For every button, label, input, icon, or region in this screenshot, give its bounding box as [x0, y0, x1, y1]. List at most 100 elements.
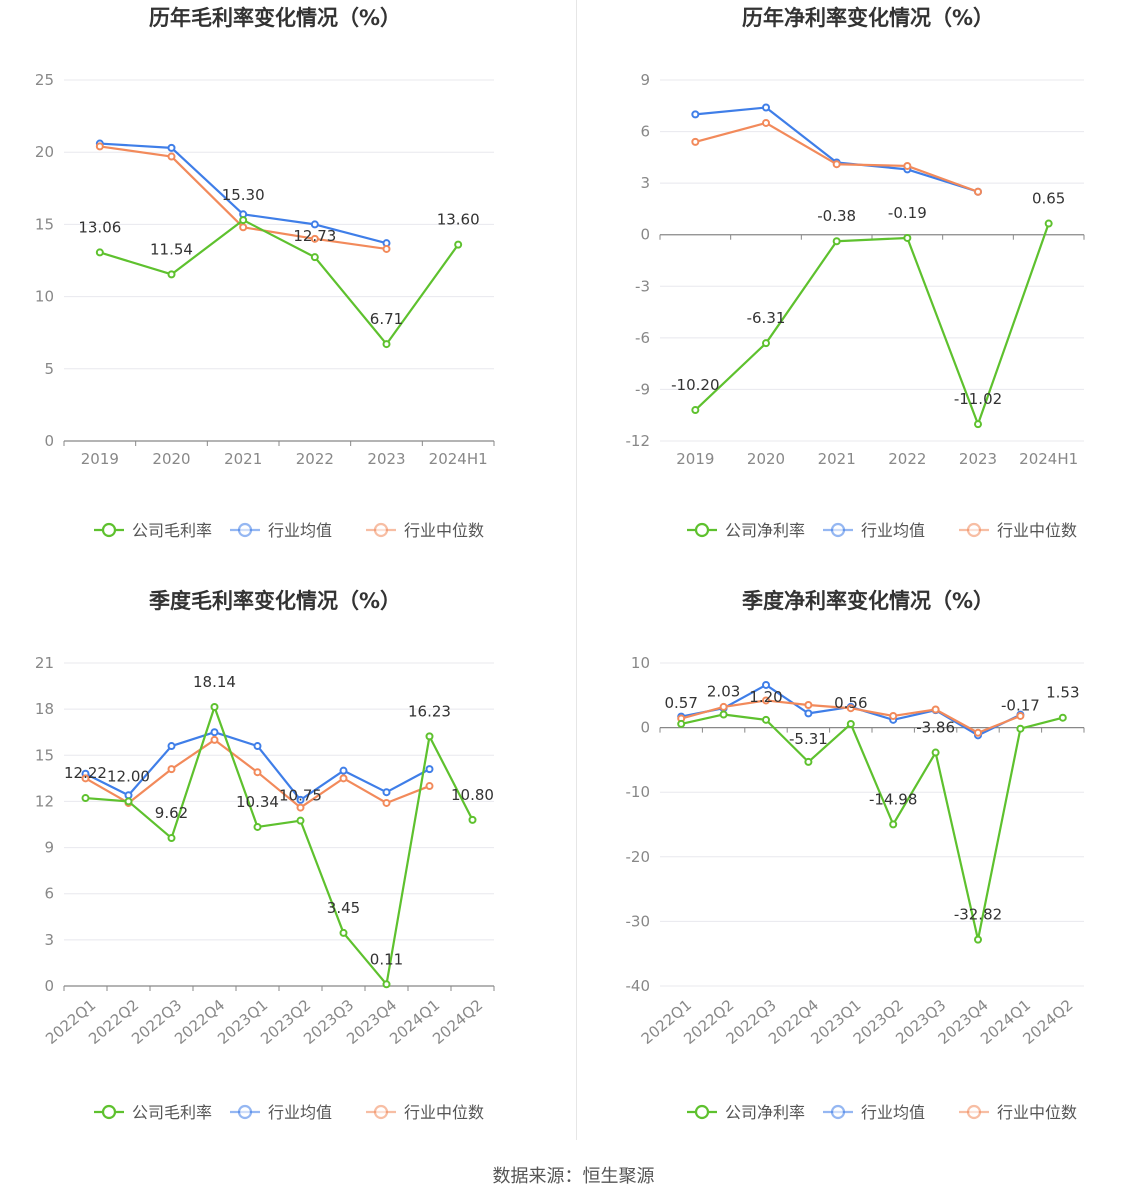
series-line-company [680, 713, 1064, 941]
data-source-label: 数据来源：恒生聚源 [492, 1166, 655, 1187]
legend-item-company[interactable]: 公司净利率 [687, 1103, 805, 1122]
data-point-company [210, 702, 219, 711]
data-point-company [832, 237, 841, 246]
legend-marker-icon [373, 522, 389, 538]
data-point-median [832, 160, 841, 169]
data-label: 11.54 [150, 240, 193, 258]
data-point-company [382, 340, 391, 349]
y-tick-label: 15 [35, 215, 54, 233]
data-point-median [846, 704, 855, 713]
data-label: 9.62 [155, 804, 188, 822]
data-point-median [762, 118, 770, 127]
data-label: 0.11 [370, 950, 403, 968]
data-point-company [931, 748, 940, 757]
y-tick-label: -12 [626, 432, 651, 450]
data-point-company [167, 834, 176, 843]
legend-label: 公司毛利率 [132, 521, 212, 540]
data-point-median [903, 161, 912, 170]
x-tick-label: 2023 [959, 450, 997, 468]
data-point-company [762, 715, 770, 724]
y-tick-label: -9 [635, 380, 650, 398]
x-tick-label: 2022 [296, 450, 334, 468]
y-tick-label: 21 [35, 654, 54, 672]
data-point-avg [425, 765, 434, 774]
legend-item-company[interactable]: 公司毛利率 [94, 521, 212, 540]
data-point-company [310, 253, 319, 262]
data-point-company [454, 240, 463, 249]
data-point-median [239, 223, 248, 232]
data-point-median [210, 735, 219, 744]
data-point-company [974, 935, 982, 944]
data-point-company [296, 816, 305, 825]
y-tick-label: -3 [635, 277, 650, 295]
data-label: 10.75 [279, 787, 322, 805]
data-label: -11.02 [954, 390, 1002, 408]
x-tick-label: 2020 [747, 450, 785, 468]
data-point-median [339, 774, 348, 783]
legend-item-avg[interactable]: 行业均值 [230, 1103, 332, 1122]
data-point-median [974, 728, 982, 737]
series-line-median [695, 121, 979, 193]
data-point-company [1016, 724, 1025, 733]
y-tick-label: 6 [640, 123, 650, 141]
legend-marker-icon [101, 1104, 117, 1120]
data-point-company [889, 820, 898, 829]
chart-quarterly-net-margin: 季度净利率变化情况（%） -40 -30 -20 -10 0 10 2022Q1 2022Q2 2… [576, 583, 1147, 1166]
data-label: -32.82 [954, 906, 1002, 924]
data-point-company [167, 270, 176, 279]
data-point-company [124, 797, 133, 806]
data-label: 0.57 [664, 694, 697, 712]
data-point-median [691, 137, 700, 146]
data-point-avg [804, 709, 813, 718]
y-tick-label: 10 [35, 288, 54, 306]
data-point-company [691, 406, 700, 415]
legend-marker-icon [237, 522, 253, 538]
data-point-median [974, 187, 982, 196]
series-line-company [99, 218, 460, 346]
y-tick-label: 6 [44, 885, 54, 903]
x-tick-label: 2021 [224, 450, 262, 468]
data-point-median [296, 803, 305, 812]
chart-annual-gross-margin: 历年毛利率变化情况（%） 0 5 10 15 20 25 2019 2020 2021 2022 20… [0, 0, 573, 583]
y-tick-label: 9 [44, 839, 54, 857]
data-point-company [762, 339, 770, 348]
legend-item-avg[interactable]: 行业均值 [823, 521, 925, 540]
data-point-median [167, 152, 176, 161]
legend-label: 行业均值 [861, 1103, 925, 1122]
legend-item-avg[interactable]: 行业均值 [230, 521, 332, 540]
y-tick-label: -10 [626, 783, 651, 801]
legend-item-avg[interactable]: 行业均值 [823, 1103, 925, 1122]
data-point-median [81, 774, 90, 783]
data-point-company [677, 719, 686, 728]
legend-item-median[interactable]: 行业中位数 [959, 1103, 1077, 1122]
legend-item-median[interactable]: 行业中位数 [366, 1103, 484, 1122]
legend-item-company[interactable]: 公司毛利率 [94, 1103, 212, 1122]
data-point-company [974, 420, 982, 429]
legend-label: 行业中位数 [997, 1103, 1077, 1122]
data-point-median [167, 765, 176, 774]
data-point-avg [762, 103, 770, 112]
data-point-company [81, 794, 90, 803]
legend-label: 行业中位数 [404, 521, 484, 540]
legend-item-median[interactable]: 行业中位数 [959, 521, 1077, 540]
data-label: 12.73 [293, 227, 336, 245]
legend-marker-icon [694, 522, 710, 538]
data-label: 18.14 [193, 673, 236, 691]
y-tick-label: -30 [626, 912, 651, 930]
data-point-median [931, 705, 940, 714]
legend-label: 行业均值 [861, 521, 925, 540]
data-point-avg [296, 795, 305, 804]
data-point-median [382, 798, 391, 807]
legend-marker-icon [373, 1104, 389, 1120]
legend-label: 公司净利率 [725, 521, 805, 540]
data-point-company [468, 815, 477, 824]
data-point-median [719, 702, 728, 711]
y-tick-label: 3 [44, 931, 54, 949]
legend-item-median[interactable]: 行业中位数 [366, 521, 484, 540]
data-label: -10.20 [671, 376, 719, 394]
data-label: -0.19 [888, 204, 927, 222]
chart-svg: 季度毛利率变化情况（%）0369121518212022Q12022Q22022… [35, 589, 495, 1122]
legend-marker-icon [830, 1104, 846, 1120]
chart-quarterly-gross-margin: 季度毛利率变化情况（%） 0 3 6 9 12 15 18 21 2022Q1 2022Q2 2022… [0, 583, 573, 1166]
legend-item-company[interactable]: 公司净利率 [687, 521, 805, 540]
